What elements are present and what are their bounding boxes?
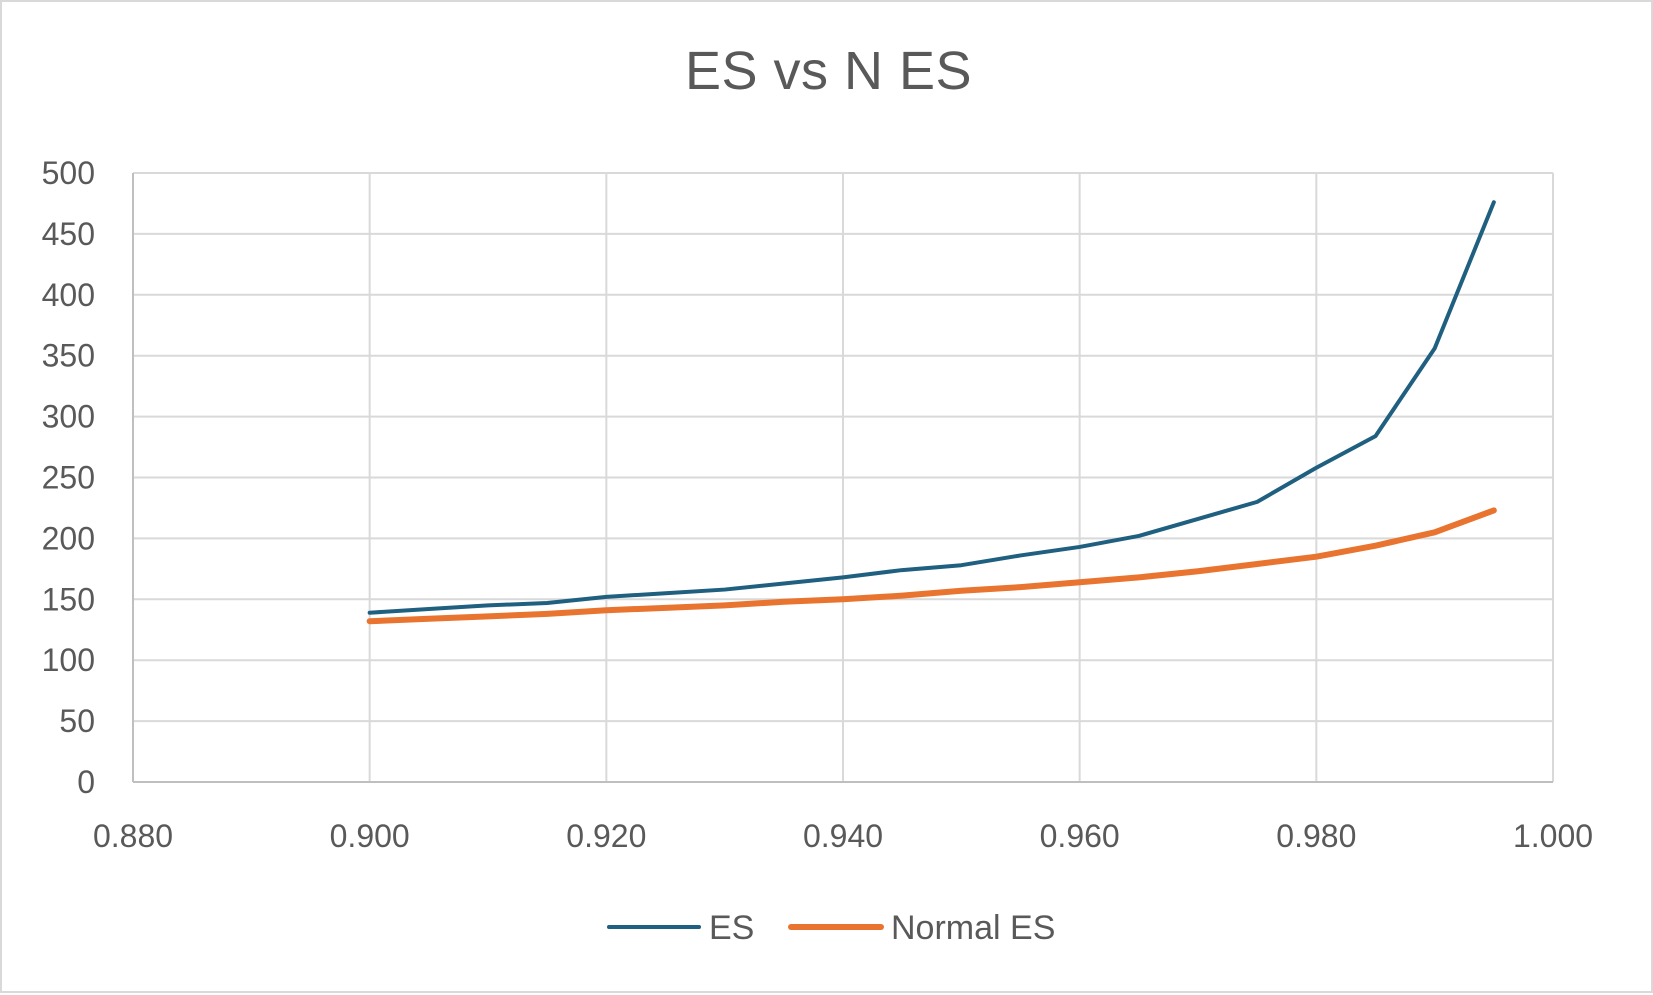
y-tick-label: 300 (42, 399, 95, 435)
series-layer (366, 200, 1497, 625)
series-line-es (367, 200, 1496, 615)
x-tick-label: 0.980 (1276, 818, 1356, 854)
x-tick-label: 0.940 (803, 818, 883, 854)
y-tick-label: 100 (42, 642, 95, 678)
series-line-normal-es (366, 507, 1497, 625)
chart-title: ES vs N ES (684, 41, 973, 101)
y-tick-label: 350 (42, 338, 95, 374)
x-tick-label: 0.960 (1040, 818, 1120, 854)
y-tick-label: 400 (42, 277, 95, 313)
grid-layer (133, 172, 1554, 782)
y-tick-label: 500 (42, 155, 95, 191)
label-layer: 0 50 100 150 200 250 300 350 400 450 500 0.880 0.900… (42, 155, 1593, 854)
y-tick-label: 150 (42, 581, 95, 617)
x-tick-label: 0.880 (93, 818, 173, 854)
y-tick-label: 250 (42, 460, 95, 496)
x-tick-label: 1.000 (1513, 818, 1593, 854)
y-tick-label: 200 (42, 520, 95, 556)
legend-label-normal-es: Normal ES (891, 909, 1055, 947)
legend-label-es: ES (709, 909, 754, 947)
y-tick-label: 50 (59, 703, 95, 739)
axis-layer (132, 173, 1553, 783)
x-tick-label: 0.900 (330, 818, 410, 854)
y-tick-label: 0 (77, 764, 95, 800)
legend-layer: ES Normal ES (607, 909, 1055, 947)
x-tick-label: 0.920 (566, 818, 646, 854)
y-tick-label: 450 (42, 216, 95, 252)
